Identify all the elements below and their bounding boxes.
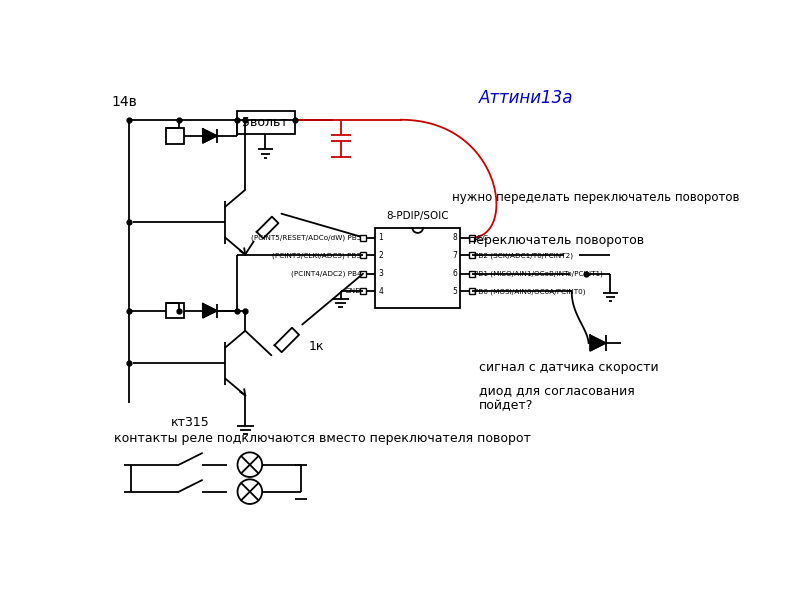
Text: нужно переделать переключатель поворотов: нужно переделать переключатель поворотов xyxy=(452,191,740,205)
Text: VCC: VCC xyxy=(474,235,489,241)
Text: 3: 3 xyxy=(378,269,383,278)
Polygon shape xyxy=(203,129,217,143)
Text: 8: 8 xyxy=(452,233,457,242)
Text: 5: 5 xyxy=(452,287,457,296)
Text: GND: GND xyxy=(345,289,362,295)
Text: 8-PDIP/SOIC: 8-PDIP/SOIC xyxy=(386,211,449,221)
Polygon shape xyxy=(590,335,606,351)
Polygon shape xyxy=(203,304,217,317)
Text: PB1 (MISO/AIN1/OCoB/INTo/PCINT1): PB1 (MISO/AIN1/OCoB/INTo/PCINT1) xyxy=(474,271,602,277)
Text: (PCINT5/RESET/ADCo/dW) PB5: (PCINT5/RESET/ADCo/dW) PB5 xyxy=(251,234,362,241)
Text: (PCINT4/ADC2) PB4: (PCINT4/ADC2) PB4 xyxy=(291,271,362,277)
Text: 1к: 1к xyxy=(308,340,324,353)
Bar xyxy=(375,227,460,308)
Text: диод для согласования
пойдет?: диод для согласования пойдет? xyxy=(479,384,635,412)
Bar xyxy=(237,110,294,134)
Text: 2: 2 xyxy=(378,251,383,260)
Text: PB2 (SCK/ADC1/T0/PCINT2): PB2 (SCK/ADC1/T0/PCINT2) xyxy=(474,252,573,259)
Text: (PCINT3/CLKI/ADC3) PB3: (PCINT3/CLKI/ADC3) PB3 xyxy=(273,252,362,259)
Text: 4: 4 xyxy=(378,287,383,296)
Text: сигнал с датчика скорости: сигнал с датчика скорости xyxy=(479,361,659,374)
Text: PB0 (MOSI/AIN0/OC0A/PCINT0): PB0 (MOSI/AIN0/OC0A/PCINT0) xyxy=(474,288,586,295)
Text: 5вольт: 5вольт xyxy=(242,116,288,128)
Text: 1: 1 xyxy=(378,233,383,242)
Text: переключатель поворотов: переключатель поворотов xyxy=(468,234,644,247)
Text: Аттини13а: Аттини13а xyxy=(479,89,574,107)
Bar xyxy=(166,128,184,143)
Text: 6: 6 xyxy=(452,269,457,278)
Text: 14в: 14в xyxy=(111,95,137,109)
Text: 7: 7 xyxy=(452,251,457,260)
Bar xyxy=(166,303,184,319)
Text: кт315: кт315 xyxy=(171,416,210,429)
Text: контакты реле подключаются вместо переключателя поворот: контакты реле подключаются вместо перекл… xyxy=(114,433,530,445)
